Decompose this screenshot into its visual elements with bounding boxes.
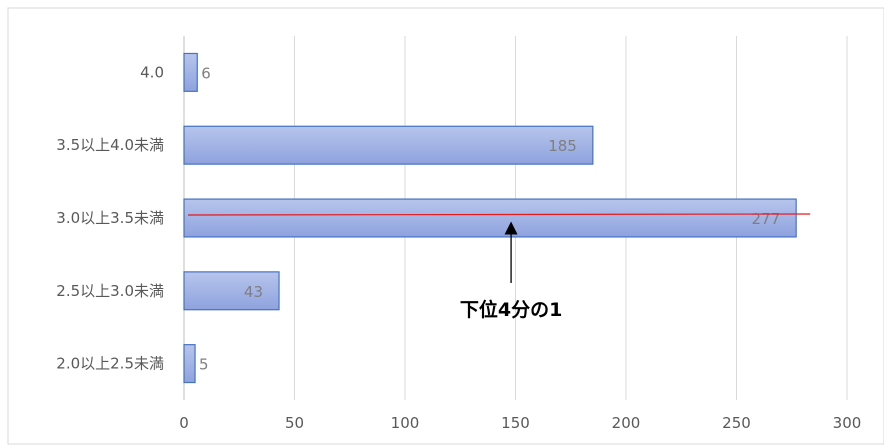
bars: 6 185 277 43 5 <box>183 52 797 384</box>
bar <box>183 344 196 384</box>
x-tick-label: 250 <box>722 414 751 432</box>
x-tick-label: 0 <box>179 414 189 432</box>
data-label: 277 <box>752 210 781 228</box>
y-axis-categories: 4.0 3.5以上4.0未満 3.0以上3.5未満 2.5以上3.0未満 2.0以上2.… <box>56 63 164 372</box>
category-label: 3.5以上4.0未満 <box>56 136 164 154</box>
data-label: 5 <box>199 356 209 374</box>
bar <box>183 125 594 165</box>
x-tick-label: 100 <box>391 414 420 432</box>
x-tick-label: 150 <box>501 414 530 432</box>
data-label: 185 <box>548 137 577 155</box>
category-label: 4.0 <box>140 63 164 81</box>
annotation-label: 下位4分の1 <box>460 298 562 321</box>
bar <box>183 198 797 238</box>
bar <box>183 52 198 92</box>
x-tick-label: 300 <box>833 414 862 432</box>
category-label: 2.0以上2.5未満 <box>56 355 164 373</box>
category-label: 2.5以上3.0未満 <box>56 282 164 300</box>
x-tick-label: 200 <box>612 414 641 432</box>
lower-quartile-line <box>187 213 811 216</box>
annotation: 下位4分の1 <box>187 213 811 321</box>
category-label: 3.0以上3.5未満 <box>56 209 164 227</box>
x-tick-label: 50 <box>285 414 304 432</box>
data-label: 6 <box>201 64 211 82</box>
data-label: 43 <box>244 283 263 301</box>
x-axis-ticks: 0 50 100 150 200 250 300 <box>179 414 861 432</box>
bar <box>183 271 280 311</box>
